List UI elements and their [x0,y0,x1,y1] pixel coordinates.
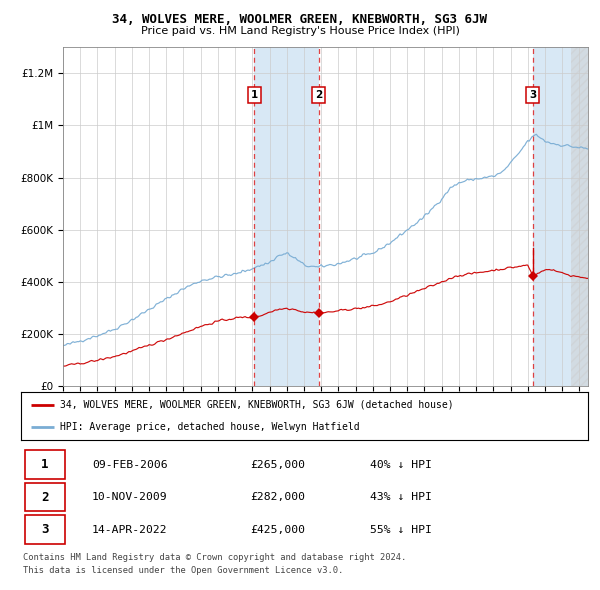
FancyBboxPatch shape [25,515,65,544]
Text: 43% ↓ HPI: 43% ↓ HPI [370,492,431,502]
Text: 10-NOV-2009: 10-NOV-2009 [92,492,167,502]
Text: Price paid vs. HM Land Registry's House Price Index (HPI): Price paid vs. HM Land Registry's House … [140,26,460,36]
Text: 1: 1 [41,458,49,471]
Bar [533,47,588,386]
Text: 55% ↓ HPI: 55% ↓ HPI [370,525,431,535]
FancyBboxPatch shape [25,483,65,512]
Text: 3: 3 [529,90,536,100]
Text: £265,000: £265,000 [251,460,305,470]
Text: 09-FEB-2006: 09-FEB-2006 [92,460,167,470]
Text: £282,000: £282,000 [251,492,305,502]
Bar [571,47,588,386]
Text: £425,000: £425,000 [251,525,305,535]
Text: 14-APR-2022: 14-APR-2022 [92,525,167,535]
Text: 2: 2 [41,490,49,503]
Text: 40% ↓ HPI: 40% ↓ HPI [370,460,431,470]
Text: This data is licensed under the Open Government Licence v3.0.: This data is licensed under the Open Gov… [23,566,343,575]
Text: 1: 1 [251,90,258,100]
FancyBboxPatch shape [25,450,65,478]
Text: 34, WOLVES MERE, WOOLMER GREEN, KNEBWORTH, SG3 6JW (detached house): 34, WOLVES MERE, WOOLMER GREEN, KNEBWORT… [59,399,453,409]
Text: 34, WOLVES MERE, WOOLMER GREEN, KNEBWORTH, SG3 6JW: 34, WOLVES MERE, WOOLMER GREEN, KNEBWORT… [113,13,487,26]
Text: 3: 3 [41,523,49,536]
Text: HPI: Average price, detached house, Welwyn Hatfield: HPI: Average price, detached house, Welw… [59,422,359,432]
Text: 2: 2 [315,90,322,100]
Text: Contains HM Land Registry data © Crown copyright and database right 2024.: Contains HM Land Registry data © Crown c… [23,553,406,562]
Bar [254,47,319,386]
